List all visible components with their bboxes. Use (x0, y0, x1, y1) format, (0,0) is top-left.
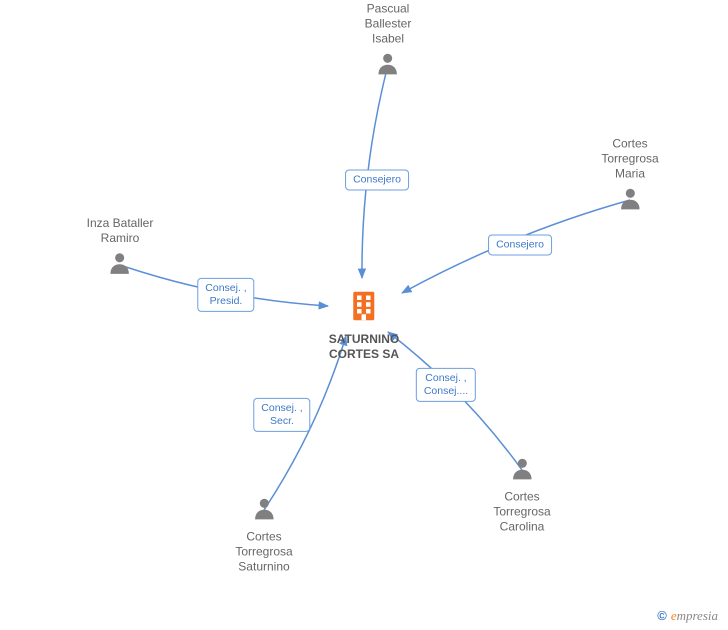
person-icon (493, 455, 550, 485)
copyright-footer: ©empresia (657, 608, 718, 624)
person-icon (601, 185, 658, 215)
person-node-pascual[interactable]: Pascual Ballester Isabel (365, 0, 412, 80)
person-label: Pascual Ballester Isabel (365, 1, 412, 46)
person-label: Inza Bataller Ramiro (87, 216, 154, 246)
brand-rest: mpresia (677, 608, 718, 623)
person-icon (87, 250, 154, 280)
person-node-inza[interactable]: Inza Bataller Ramiro (87, 212, 154, 280)
edge-role-label: Consejero (345, 169, 409, 190)
company-label: SATURNINO CORTES SA (329, 332, 399, 362)
building-icon (329, 288, 399, 328)
person-icon (235, 495, 292, 525)
edge-role-label: Consej. , Consej.... (416, 368, 476, 402)
edge-role-label: Consejero (488, 234, 552, 255)
diagram-stage: SATURNINO CORTES SA Pascual Ballester Isa… (0, 0, 728, 630)
copyright-symbol: © (657, 608, 667, 623)
person-node-maria[interactable]: Cortes Torregrosa Maria (601, 132, 658, 215)
person-icon (365, 50, 412, 80)
person-label: Cortes Torregrosa Saturnino (235, 529, 292, 574)
edge-role-label: Consej. , Secr. (253, 398, 310, 432)
center-company-node[interactable]: SATURNINO CORTES SA (329, 288, 399, 366)
person-label: Cortes Torregrosa Carolina (493, 489, 550, 534)
edge-role-label: Consej. , Presid. (197, 278, 254, 312)
person-label: Cortes Torregrosa Maria (601, 136, 658, 181)
person-node-carolina[interactable]: Cortes Torregrosa Carolina (493, 455, 550, 538)
person-node-saturnino[interactable]: Cortes Torregrosa Saturnino (235, 495, 292, 578)
